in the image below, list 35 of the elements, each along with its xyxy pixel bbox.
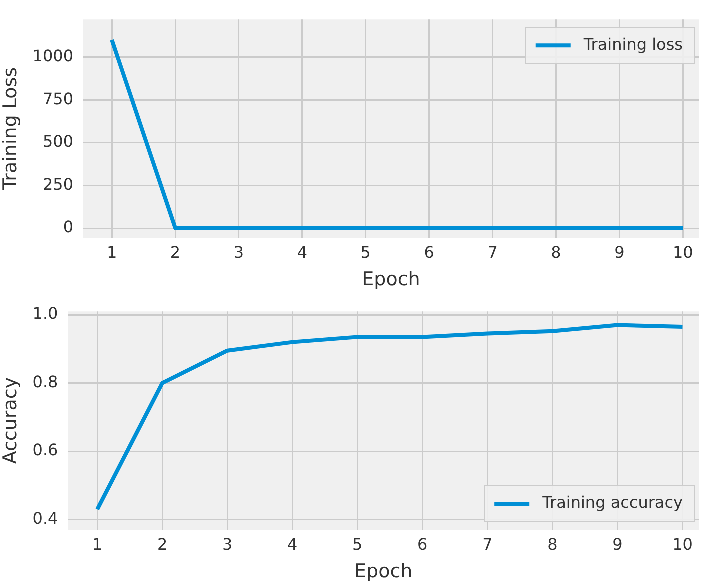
x-tick-label: 2 xyxy=(170,242,181,262)
y-tick-label: 250 xyxy=(42,174,74,194)
x-tick-label: 4 xyxy=(287,534,298,554)
y-tick-label: 1.0 xyxy=(32,304,58,324)
x-tick-label: 5 xyxy=(360,242,371,262)
x-tick-label: 10 xyxy=(672,534,693,554)
x-tick-label: 1 xyxy=(92,534,103,554)
legend-label: Training accuracy xyxy=(542,493,683,512)
legend-label: Training loss xyxy=(582,34,683,54)
x-tick-label: 7 xyxy=(488,242,498,262)
x-tick-label: 8 xyxy=(548,534,558,554)
y-tick-label: 500 xyxy=(42,132,74,152)
x-tick-label: 1 xyxy=(106,242,118,262)
x-axis-title: Epoch xyxy=(362,268,420,291)
y-tick-label: 750 xyxy=(42,89,74,108)
x-tick-label: 9 xyxy=(614,242,625,262)
x-tick-label: 10 xyxy=(672,242,694,262)
x-tick-label: 2 xyxy=(157,534,168,554)
y-tick-label: 0.8 xyxy=(32,372,58,392)
y-tick-label: 0 xyxy=(63,218,74,237)
x-axis-title: Epoch xyxy=(354,560,413,583)
x-tick-label: 7 xyxy=(482,534,493,554)
x-tick-label: 5 xyxy=(352,534,363,554)
y-axis-title: Accuracy xyxy=(0,377,22,464)
x-tick-label: 6 xyxy=(424,242,434,262)
x-tick-label: 6 xyxy=(418,534,428,554)
x-tick-label: 3 xyxy=(222,534,233,554)
x-tick-label: 3 xyxy=(234,242,244,262)
y-tick-label: 0.6 xyxy=(32,440,58,460)
y-axis-title: Training Loss xyxy=(0,67,22,192)
y-tick-label: 0.4 xyxy=(32,508,58,528)
x-tick-label: 9 xyxy=(612,534,623,554)
x-tick-label: 4 xyxy=(297,242,308,262)
x-tick-label: 8 xyxy=(551,242,562,262)
y-tick-label: 1000 xyxy=(32,46,74,66)
